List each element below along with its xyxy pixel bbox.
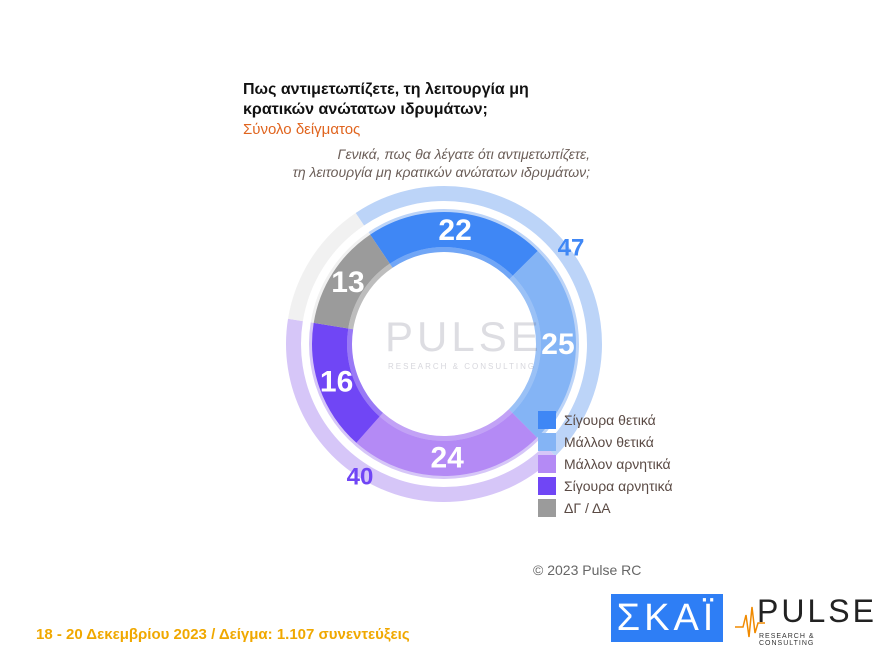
question-line-2: τη λειτουργία μη κρατικών ανώτατων ιδρυμ… [292,164,590,180]
donut-segment-inner-edge [389,247,513,280]
legend: Σίγουρα θετικά Μάλλον θετικά Μάλλον αρνητι… [538,409,673,519]
legend-item: Μάλλον θετικά [538,431,673,453]
donut-segment [356,412,538,476]
aggregate-label: 47 [558,235,585,262]
legend-swatch [538,455,556,473]
donut-segment [313,234,390,329]
aggregate-arc [355,185,603,457]
donut-segment [370,212,538,276]
legend-label: Μάλλον αρνητικά [564,456,671,472]
legend-item: Σίγουρα αρνητικά [538,475,673,497]
segment-label: 13 [331,266,364,299]
aggregate-arc [286,318,556,503]
donut-segment [312,322,380,443]
legend-item: Σίγουρα θετικά [538,409,673,431]
segment-label: 22 [438,214,471,247]
legend-label: Σίγουρα θετικά [564,412,656,428]
segment-label: 16 [320,366,353,399]
pulse-logo: PULSE RESEARCH & CONSULTING [735,593,874,647]
aggregate-label: 40 [347,464,374,491]
chart-subtitle: Σύνολο δείγματος [243,121,361,138]
legend-swatch [538,411,556,429]
legend-label: Μάλλον θετικά [564,434,654,450]
skai-logo: ΣΚΑΪ [611,594,723,642]
donut-center [352,252,536,436]
donut-segment [512,250,576,438]
legend-item: ΔΓ / ΔΑ [538,497,673,519]
copyright: © 2023 Pulse RC [533,562,642,578]
aggregate-arc [288,213,365,322]
question-text: Γενικά, πως θα λέγατε ότι αντιμετωπίζετε… [240,145,590,181]
legend-swatch [538,433,556,451]
donut-segment-inner-edge [347,328,383,417]
legend-label: Σίγουρα αρνητικά [564,478,673,494]
segment-label: 25 [541,328,574,361]
donut-segment-inner-edge [348,263,393,330]
chart-title: Πως αντιμετωπίζετε, τη λειτουργία μη κρα… [243,81,529,118]
watermark-subtext: RESEARCH & CONSULTING [388,362,537,371]
watermark-logo: PULSE [385,313,543,360]
legend-swatch [538,477,556,495]
segment-label: 24 [430,441,464,474]
legend-swatch [538,499,556,517]
question-line-1: Γενικά, πως θα λέγατε ότι αντιμετωπίζετε… [337,146,590,162]
legend-label: ΔΓ / ΔΑ [564,500,611,516]
donut-segment-inner-edge [508,275,541,413]
donut-segment-inner-edge [379,409,513,441]
legend-item: Μάλλον αρνητικά [538,453,673,475]
footer-info: 18 - 20 Δεκεμβρίου 2023 / Δείγμα: 1.107 … [36,626,410,643]
